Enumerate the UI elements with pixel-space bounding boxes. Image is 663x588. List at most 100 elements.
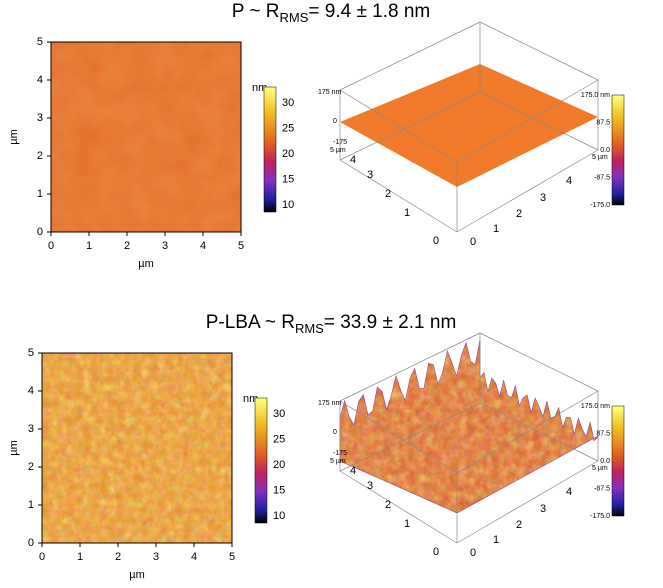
y-tick-label: 4 — [28, 385, 34, 397]
box-edge — [339, 159, 458, 233]
left-tick-label: 3 — [367, 169, 373, 181]
box-edge — [339, 21, 481, 91]
z-tick-label: 0 — [333, 118, 337, 125]
x-tick-label: 1 — [86, 240, 92, 252]
right-tick-label: 4 — [566, 175, 572, 187]
left-tick-label: 4 — [350, 154, 356, 166]
right-tick-label: 0 — [470, 547, 476, 559]
y-tick-label: 0 — [28, 537, 34, 549]
x-axis-label: µm — [138, 258, 154, 270]
colorbar-3d-tick-label: 0.0 — [600, 147, 610, 154]
panel-title: P-LBA ~ RRMS= 33.9 ± 2.1 nm — [206, 312, 457, 336]
surface-texture — [340, 339, 598, 513]
x-tick-label: 4 — [200, 240, 206, 252]
panel-title: P ~ RRMS= 9.4 ± 1.8 nm — [232, 1, 430, 25]
y-tick-label: 5 — [28, 347, 34, 359]
z-tick-label: 175 nm — [318, 400, 342, 407]
z-tick-label: -175 — [333, 450, 347, 457]
right-tick-label: 5 µm — [592, 465, 608, 472]
y-axis-label: µm — [8, 440, 20, 456]
left-tick-label: 1 — [404, 518, 410, 530]
box-edge — [479, 21, 599, 81]
x-tick-label: 5 — [238, 240, 244, 252]
left-tick-label: 5 µm — [330, 458, 346, 465]
colorbar-tick-label: 30 — [273, 408, 285, 420]
y-tick-label: 1 — [28, 499, 34, 511]
y-axis-label: µm — [8, 129, 20, 145]
colorbar-3d — [611, 94, 625, 206]
title-main: P ~ R — [232, 1, 280, 22]
y-tick-label: 1 — [37, 188, 43, 200]
right-tick-label: 1 — [493, 534, 499, 546]
colorbar-3d-tick-label: 175.0 nm — [581, 92, 610, 99]
colorbar-tick-label: 30 — [282, 97, 294, 109]
box-edge — [456, 149, 599, 233]
colorbar-3d-tick-label: -87.5 — [594, 174, 610, 181]
left-tick-label: 0 — [433, 235, 439, 247]
title-sub: RMS — [295, 321, 324, 336]
colorbar-3d-tick-label: -175.0 — [590, 513, 610, 520]
left-tick-label: 4 — [350, 465, 356, 477]
colorbar-3d-tick-label: -87.5 — [594, 485, 610, 492]
colorbar-unit: nm — [243, 393, 258, 405]
x-tick-label: 2 — [124, 240, 130, 252]
box-edge — [479, 402, 599, 462]
x-tick-label: 3 — [153, 551, 159, 563]
y-tick-label: 5 — [37, 36, 43, 48]
right-tick-label: 3 — [540, 503, 546, 515]
box-edge — [339, 89, 458, 163]
box-edge — [339, 332, 481, 402]
right-tick-label: 5 µm — [592, 154, 608, 161]
afm-texture — [42, 353, 232, 543]
x-axis-label: µm — [129, 569, 145, 581]
afm-texture — [51, 42, 241, 232]
x-tick-label: 2 — [115, 551, 121, 563]
box-edge — [479, 332, 599, 392]
title-sub: RMS — [279, 10, 308, 25]
colorbar-3d-tick-label: 87.5 — [596, 119, 610, 126]
colorbar-3d-tick-label: 175.0 nm — [581, 403, 610, 410]
z-tick-label: 0 — [333, 429, 337, 436]
x-tick-label: 4 — [191, 551, 197, 563]
colorbar-3d-tick-label: -175.0 — [590, 202, 610, 209]
x-tick-label: 0 — [48, 240, 54, 252]
box-edge — [339, 91, 481, 161]
x-tick-label: 5 — [229, 551, 235, 563]
left-tick-label: 2 — [385, 499, 391, 511]
y-tick-label: 3 — [37, 112, 43, 124]
title-rest: = 33.9 ± 2.1 nm — [324, 312, 456, 333]
colorbar-tick-label: 25 — [273, 433, 285, 445]
box-edge — [456, 390, 599, 474]
right-tick-label: 4 — [566, 486, 572, 498]
box-edge — [479, 91, 599, 151]
colorbar-3d-tick-label: 0.0 — [600, 458, 610, 465]
box-edge — [339, 470, 458, 544]
colorbar-unit: nm — [252, 82, 267, 94]
surface-plane — [340, 64, 598, 187]
right-tick-label: 2 — [516, 208, 522, 220]
x-tick-label: 3 — [162, 240, 168, 252]
x-tick-label: 0 — [39, 551, 45, 563]
z-tick-label: -175 — [333, 139, 347, 146]
colorbar-tick-label: 10 — [282, 199, 294, 211]
title-rest: = 9.4 ± 1.8 nm — [308, 1, 430, 22]
left-tick-label: 0 — [433, 546, 439, 558]
colorbar — [263, 86, 277, 213]
left-tick-label: 2 — [385, 188, 391, 200]
y-tick-label: 2 — [28, 461, 34, 473]
box-edge — [339, 400, 458, 474]
right-tick-label: 2 — [516, 519, 522, 531]
box-edge — [456, 79, 599, 163]
y-tick-label: 3 — [28, 423, 34, 435]
left-tick-label: 5 µm — [330, 147, 346, 154]
x-tick-label: 1 — [77, 551, 83, 563]
box-edge — [339, 402, 481, 472]
colorbar-tick-label: 20 — [282, 148, 294, 160]
colorbar — [254, 397, 268, 524]
colorbar-3d — [611, 405, 625, 517]
colorbar-tick-label: 25 — [282, 122, 294, 134]
y-tick-label: 4 — [37, 74, 43, 86]
colorbar-tick-label: 15 — [273, 484, 285, 496]
z-tick-label: 175 nm — [318, 89, 342, 96]
